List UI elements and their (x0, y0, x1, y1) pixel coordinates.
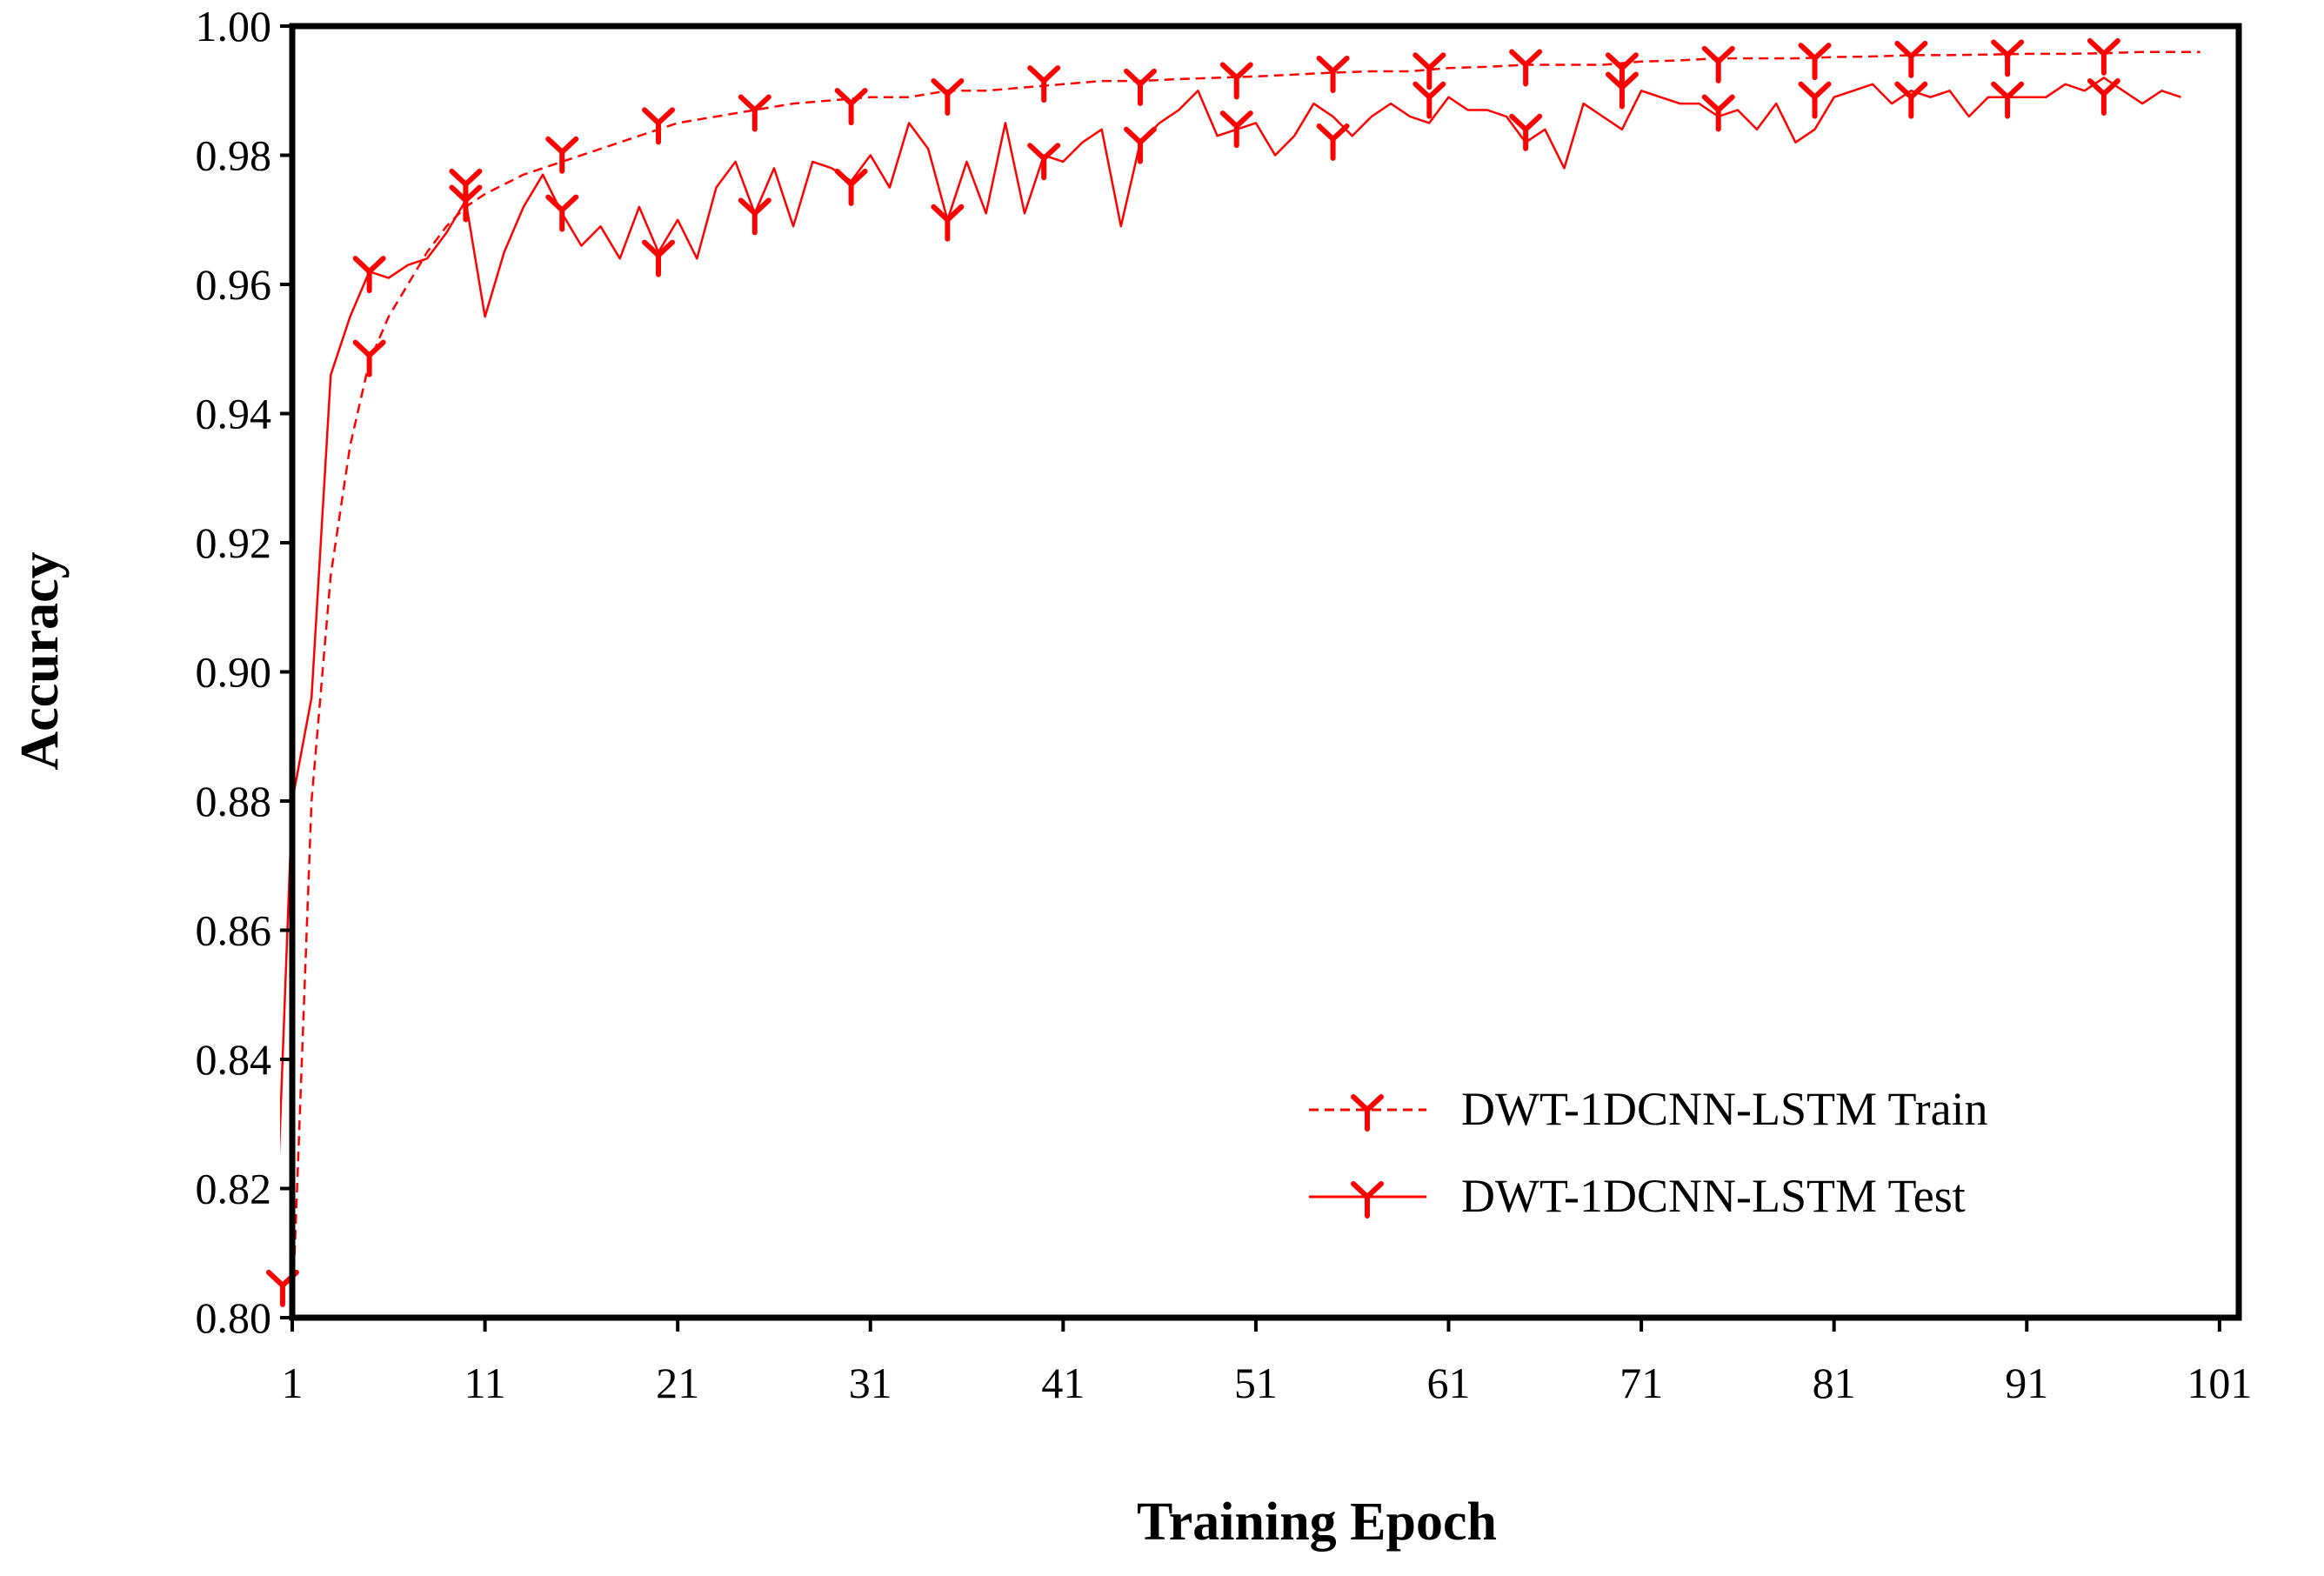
data-point-test-13 (1605, 71, 1639, 110)
data-point-train-5 (738, 94, 771, 132)
data-point-train-17 (1894, 40, 1928, 78)
y-tick-label: 0.82 (196, 1165, 272, 1213)
data-point-test-5 (834, 168, 868, 206)
data-point-train-1 (352, 339, 386, 377)
legend-marker-test (1351, 1181, 1384, 1219)
data-point-test-2 (545, 194, 579, 232)
y-tick-label: 0.98 (196, 131, 272, 180)
data-point-train-19 (2087, 37, 2120, 76)
plot-area (265, 37, 2200, 1318)
data-point-train-4 (642, 107, 676, 145)
y-tick-label: 0.86 (196, 906, 272, 955)
data-point-train-7 (931, 77, 965, 116)
data-point-test-4 (738, 197, 771, 236)
data-point-train-13 (1509, 49, 1543, 87)
x-tick-label: 21 (656, 1359, 699, 1407)
y-tick-label: 1.00 (196, 2, 272, 50)
x-tick-label: 31 (849, 1359, 892, 1407)
data-point-train-9 (1123, 68, 1157, 106)
x-tick-label: 91 (2005, 1359, 2048, 1407)
data-point-test-3 (642, 239, 676, 277)
data-point-test-7 (1027, 143, 1061, 181)
x-tick-label: 11 (464, 1359, 506, 1407)
y-tick-label: 0.80 (196, 1293, 272, 1342)
x-tick-label: 101 (2187, 1359, 2252, 1407)
data-point-train-11 (1316, 55, 1350, 93)
data-point-test-1 (449, 184, 483, 223)
data-point-test-8 (1123, 126, 1157, 164)
y-tick-label: 0.96 (196, 260, 272, 309)
data-point-train-16 (1798, 43, 1832, 81)
data-point-train-14 (1605, 52, 1639, 90)
y-tick-label: 0.84 (196, 1035, 272, 1084)
legend-label-test: DWT-1DCNN-LSTM Test (1461, 1170, 1966, 1222)
legend: DWT-1DCNN-LSTM Train DWT-1DCNN-LSTM Test (1309, 1083, 1988, 1222)
data-point-test-12 (1509, 113, 1543, 151)
data-point-test-16 (1894, 81, 1928, 119)
y-tick-label: 0.94 (196, 390, 272, 438)
y-axis-title: Accuracy (10, 551, 70, 770)
data-point-train-3 (545, 136, 579, 174)
data-point-train-10 (1219, 62, 1253, 100)
data-point-test-0 (352, 256, 386, 294)
data-point-test-9 (1219, 110, 1253, 149)
data-point-test-17 (1991, 81, 2025, 119)
data-point-test-11 (1412, 81, 1446, 119)
x-tick-label: 81 (1813, 1359, 1856, 1407)
x-tick-label: 61 (1427, 1359, 1471, 1407)
data-point-test-6 (931, 204, 965, 242)
y-tick-label: 0.88 (196, 777, 272, 825)
y-tick-label: 0.92 (196, 518, 272, 567)
data-point-train-8 (1027, 65, 1061, 104)
data-point-test-14 (1701, 94, 1735, 132)
y-tick-label: 0.90 (196, 648, 272, 697)
x-tick-label: 71 (1619, 1359, 1663, 1407)
data-point-test-10 (1316, 123, 1350, 161)
data-point-train-18 (1991, 39, 2025, 77)
series-line-train (290, 50, 2200, 1318)
legend-label-train: DWT-1DCNN-LSTM Train (1461, 1083, 1988, 1135)
data-point-train-12 (1412, 52, 1446, 90)
x-tick-label: 51 (1234, 1359, 1278, 1407)
x-tick-label: 1 (282, 1359, 304, 1407)
axes: 0.80 0.82 0.84 0.86 0.88 0.90 0.92 0.94 0.96 0.98… (196, 2, 2253, 1407)
x-tick-label: 41 (1041, 1359, 1085, 1407)
series-line-test (280, 77, 2181, 1157)
data-point-test-18 (2087, 77, 2120, 116)
data-point-train-15 (1701, 45, 1735, 83)
legend-marker-train (1351, 1094, 1384, 1132)
data-point-test-15 (1798, 81, 1832, 119)
x-axis-title: Training Epoch (1137, 1493, 1497, 1552)
data-point-train-6 (834, 88, 868, 126)
